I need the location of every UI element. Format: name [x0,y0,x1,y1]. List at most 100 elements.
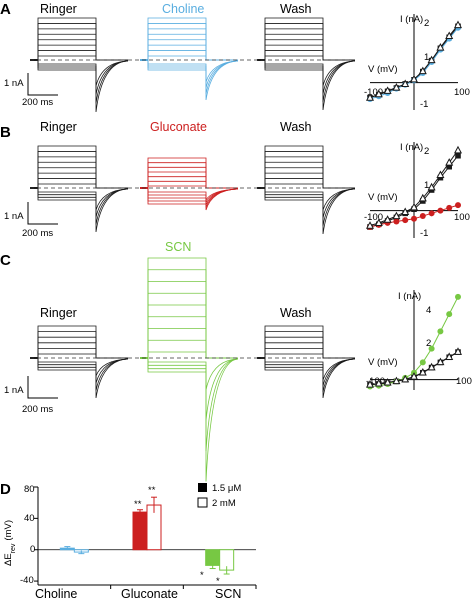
b-traces-wash-trace-up [264,183,355,189]
b-title-gluconate: Gluconate [150,120,207,134]
a-scale-bar [27,73,58,96]
c-iv-point [409,372,419,380]
b-iv-point [446,204,453,211]
b-traces-ringer-trace-up [37,167,128,189]
b-iv-xtick-100: 100 [454,212,470,223]
b-traces-ringer-trace-up [37,183,128,189]
b-iv-point [437,207,444,214]
b-iv-point [401,207,410,216]
a-traces-choline-trace-up [147,50,238,61]
a-traces-wash-trace-up [264,55,355,61]
b-iv-point [428,210,435,217]
b-traces-wash-trace-down [264,188,356,211]
c-scale-current-label: 1 nA [4,385,24,396]
a-iv-ylabel: I (nA) [400,14,423,25]
d-legend-swatch-open [197,497,208,508]
c-traces-wash [257,325,356,399]
a-traces-ringer-trace-up [37,17,128,61]
a-traces-choline-trace-up [147,44,238,61]
d-legend-label-1: 2 mM [212,498,236,509]
b-scale-time-label: 200 ms [22,228,53,239]
b-traces-ringer [30,145,129,233]
b-scale-bar [27,202,58,225]
c-iv-ytick-4: 4 [426,305,431,316]
a-traces-wash-trace-up [264,50,355,61]
c-iv-ylabel: I (nA) [398,291,421,302]
b-iv-ytick-1: 1 [424,180,429,191]
a-iv-xtick-100: 100 [454,87,470,98]
c-iv-xlabel: V (mV) [368,357,398,368]
a-traces-wash-trace-up [264,17,355,61]
a-traces-ringer-trace-up [37,55,128,61]
c-traces-scn-trace-up [147,328,238,359]
b-title-wash: Wash [280,120,312,134]
c-iv-point [437,328,444,335]
b-traces-gluconate-trace-up [147,166,238,189]
c-iv-point [418,367,427,376]
d-legend-label-0: 1.5 μM [212,483,241,494]
a-traces-wash-trace-up [264,28,355,61]
c-iv-xtick-neg100: -100 [366,376,385,387]
b-traces-wash-trace-up [264,145,355,189]
d-legend-swatch-solid [198,483,207,492]
d-annot-1: ** [148,485,156,496]
c-iv-xtick-100: 100 [456,376,472,387]
b-iv-ytick-neg1: -1 [420,228,428,239]
a-iv-point [383,86,392,94]
b-iv-point [455,202,461,209]
c-traces-wash-trace-down [264,358,356,399]
c-traces-scn-trace-up [147,269,238,359]
c-iv-point [401,374,410,383]
d-ylabel: ΔErev (mV) [3,520,17,566]
c-traces-scn-trace-up [147,292,238,359]
d-xtick-choline: Choline [35,587,77,600]
c-traces-ringer-trace-down [37,358,129,399]
c-traces-ringer [30,325,129,399]
b-traces-ringer-trace-up [37,156,128,189]
panel-label-a: A [0,1,11,18]
d-ytick-80: 80 [24,484,35,495]
c-scale-time-label: 200 ms [22,404,53,415]
a-iv-xlabel: V (mV) [368,64,398,75]
b-iv-point [374,218,383,227]
c-traces-scn-trace-up [147,339,238,359]
b-iv-ylabel: I (nA) [400,142,423,153]
a-traces-choline-trace-up [147,28,238,61]
a-iv-point [427,55,436,64]
c-iv-point [453,347,463,355]
b-traces-gluconate-trace-up [147,180,238,189]
b-traces-wash-trace-up [264,156,355,189]
a-title-wash: Wash [280,2,312,16]
c-iv-point [445,352,454,360]
c-title-scn: SCN [165,240,191,254]
b-iv-point [455,152,461,159]
a-traces-wash [257,17,356,111]
a-traces-wash-trace-up [264,44,355,61]
panel-label-c: C [0,252,11,269]
a-iv-point [418,66,427,75]
c-iv-point [365,380,375,388]
b-iv-point [383,215,392,223]
d-ytick-neg40: -40 [20,575,34,586]
a-scale-time-label: 200 ms [22,97,53,108]
c-iv-point [374,378,383,387]
b-iv-point [365,221,375,229]
b-traces-ringer-trace-up [37,145,128,189]
a-traces-wash-trace-down [264,60,356,111]
c-traces-ringer-trace-up [37,353,128,359]
b-title-ringer: Ringer [40,120,77,134]
b-traces-ringer-trace-down [37,188,129,233]
b-iv-point [436,170,445,179]
c-iv-point [436,357,445,366]
a-iv-point [409,74,419,83]
c-iv-point [428,345,435,352]
c-traces-ringer-trace-up [37,325,128,359]
b-iv-point [427,182,436,191]
b-traces-wash-trace-up [264,167,355,189]
a-iv-xtick-neg100: -100 [364,87,383,98]
a-iv-ytick-neg1: -1 [420,99,428,110]
c-iv-point [419,359,426,366]
a-traces-choline-trace-up [147,39,238,61]
b-iv-xtick-neg100: -100 [364,212,383,223]
